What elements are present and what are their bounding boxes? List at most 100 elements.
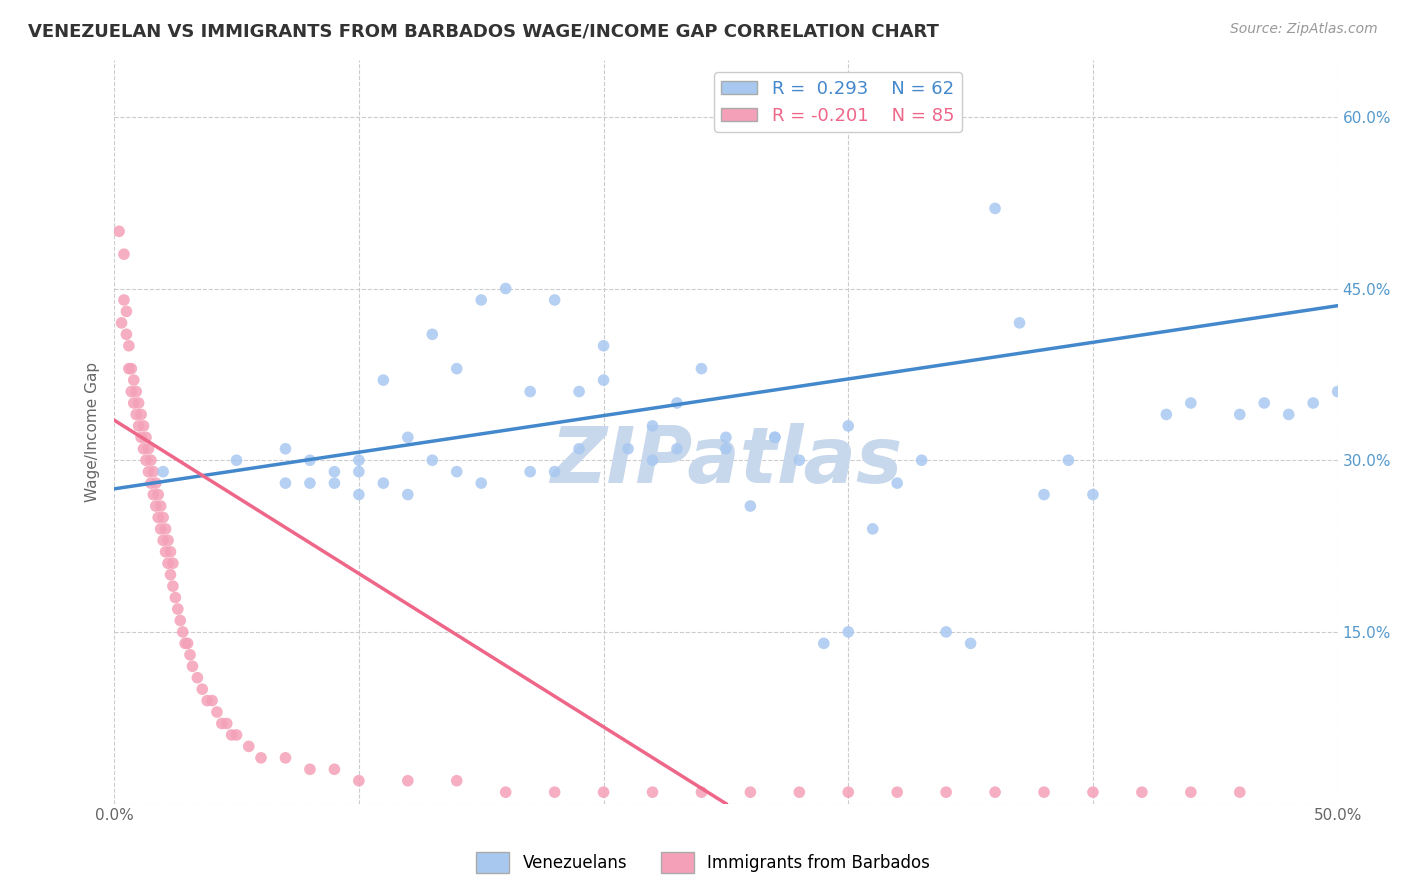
Point	[323, 762, 346, 776]
Point	[166, 602, 188, 616]
Point	[157, 533, 180, 548]
Point	[149, 499, 172, 513]
Point	[763, 430, 786, 444]
Point	[205, 705, 228, 719]
Text: Source: ZipAtlas.com: Source: ZipAtlas.com	[1230, 22, 1378, 37]
Point	[1057, 453, 1080, 467]
Point	[690, 785, 713, 799]
Point	[665, 442, 688, 456]
Point	[935, 624, 957, 639]
Point	[568, 442, 591, 456]
Point	[543, 785, 565, 799]
Point	[714, 442, 737, 456]
Point	[165, 591, 187, 605]
Point	[129, 430, 152, 444]
Point	[1278, 408, 1301, 422]
Point	[201, 693, 224, 707]
Point	[1326, 384, 1348, 399]
Point	[1253, 396, 1275, 410]
Point	[959, 636, 981, 650]
Y-axis label: Wage/Income Gap: Wage/Income Gap	[86, 361, 100, 501]
Point	[373, 476, 395, 491]
Point	[172, 624, 194, 639]
Point	[298, 476, 321, 491]
Point	[274, 751, 297, 765]
Point	[274, 442, 297, 456]
Point	[1033, 785, 1056, 799]
Point	[396, 430, 419, 444]
Point	[446, 773, 468, 788]
Point	[592, 339, 614, 353]
Point	[250, 751, 273, 765]
Point	[446, 361, 468, 376]
Point	[347, 465, 370, 479]
Point	[155, 545, 177, 559]
Point	[1081, 487, 1104, 501]
Point	[592, 785, 614, 799]
Point	[211, 716, 233, 731]
Point	[120, 384, 142, 399]
Point	[1081, 785, 1104, 799]
Point	[139, 476, 162, 491]
Point	[159, 545, 181, 559]
Point	[152, 533, 174, 548]
Point	[135, 430, 157, 444]
Point	[142, 487, 165, 501]
Point	[162, 579, 184, 593]
Point	[191, 682, 214, 697]
Point	[568, 384, 591, 399]
Point	[118, 339, 141, 353]
Point	[138, 442, 160, 456]
Point	[470, 476, 492, 491]
Point	[543, 293, 565, 307]
Point	[152, 465, 174, 479]
Point	[789, 453, 811, 467]
Point	[108, 224, 131, 238]
Point	[145, 476, 167, 491]
Point	[495, 785, 517, 799]
Point	[813, 636, 835, 650]
Point	[142, 465, 165, 479]
Point	[115, 327, 138, 342]
Point	[152, 510, 174, 524]
Point	[862, 522, 884, 536]
Text: VENEZUELAN VS IMMIGRANTS FROM BARBADOS WAGE/INCOME GAP CORRELATION CHART: VENEZUELAN VS IMMIGRANTS FROM BARBADOS W…	[28, 22, 939, 40]
Point	[195, 693, 218, 707]
Point	[984, 785, 1007, 799]
Point	[373, 373, 395, 387]
Point	[122, 396, 145, 410]
Point	[1156, 408, 1178, 422]
Point	[128, 418, 150, 433]
Point	[1302, 396, 1324, 410]
Point	[174, 636, 197, 650]
Point	[495, 281, 517, 295]
Point	[139, 453, 162, 467]
Point	[112, 247, 135, 261]
Point	[641, 453, 664, 467]
Point	[543, 465, 565, 479]
Point	[1180, 396, 1202, 410]
Point	[763, 430, 786, 444]
Point	[162, 556, 184, 570]
Point	[837, 785, 859, 799]
Point	[1008, 316, 1031, 330]
Point	[115, 304, 138, 318]
Point	[837, 624, 859, 639]
Point	[519, 384, 541, 399]
Point	[396, 773, 419, 788]
Point	[519, 465, 541, 479]
Point	[181, 659, 204, 673]
Point	[169, 614, 191, 628]
Point	[120, 361, 142, 376]
Point	[420, 453, 443, 467]
Point	[118, 361, 141, 376]
Point	[665, 396, 688, 410]
Point	[186, 671, 208, 685]
Point	[323, 476, 346, 491]
Point	[298, 453, 321, 467]
Point	[221, 728, 243, 742]
Point	[984, 202, 1007, 216]
Point	[138, 465, 160, 479]
Point	[396, 487, 419, 501]
Point	[740, 499, 762, 513]
